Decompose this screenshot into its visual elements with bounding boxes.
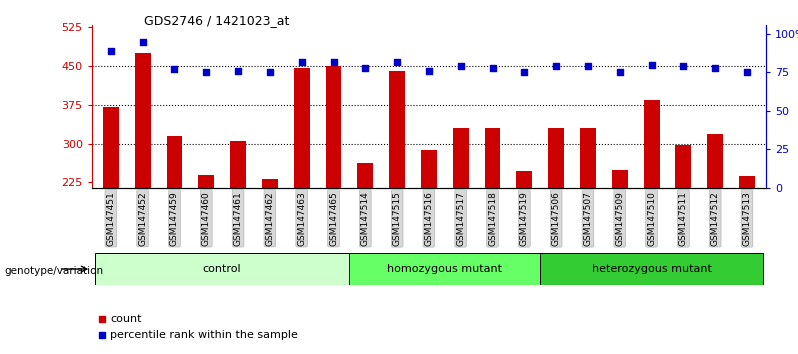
Point — [582, 63, 595, 69]
Bar — [294, 68, 310, 188]
Text: GSM147465: GSM147465 — [329, 191, 338, 246]
Text: GSM147516: GSM147516 — [425, 191, 433, 246]
Text: GSM147460: GSM147460 — [202, 191, 211, 246]
Point — [741, 70, 753, 75]
Text: GSM147510: GSM147510 — [647, 191, 656, 246]
Text: GSM147461: GSM147461 — [234, 191, 243, 246]
Point — [263, 70, 276, 75]
Point — [486, 65, 499, 71]
Bar — [612, 170, 628, 188]
Bar — [739, 176, 755, 188]
Bar — [452, 128, 468, 188]
Point — [646, 62, 658, 68]
Point — [454, 63, 467, 69]
Text: GSM147462: GSM147462 — [266, 191, 275, 246]
Bar — [484, 128, 500, 188]
Bar — [540, 253, 763, 285]
Point — [231, 68, 244, 74]
Text: percentile rank within the sample: percentile rank within the sample — [110, 330, 298, 339]
Text: GDS2746 / 1421023_at: GDS2746 / 1421023_at — [144, 14, 289, 27]
Text: GSM147518: GSM147518 — [488, 191, 497, 246]
Text: GSM147507: GSM147507 — [583, 191, 592, 246]
Text: GSM147459: GSM147459 — [170, 191, 179, 246]
Bar — [135, 53, 151, 188]
Point — [96, 332, 109, 337]
Bar — [326, 66, 342, 188]
Point — [614, 70, 626, 75]
Point — [168, 67, 181, 72]
Bar — [199, 175, 214, 188]
Point — [709, 65, 721, 71]
Text: GSM147451: GSM147451 — [106, 191, 116, 246]
Text: GSM147463: GSM147463 — [297, 191, 306, 246]
Point — [96, 316, 109, 321]
Text: GSM147512: GSM147512 — [711, 191, 720, 246]
Text: GSM147514: GSM147514 — [361, 191, 369, 246]
Point — [105, 48, 117, 54]
Text: GSM147452: GSM147452 — [138, 191, 147, 246]
Point — [327, 59, 340, 64]
Bar — [350, 253, 540, 285]
Text: homozygous mutant: homozygous mutant — [387, 264, 502, 274]
Bar — [95, 253, 350, 285]
Point — [422, 68, 435, 74]
Text: GSM147515: GSM147515 — [393, 191, 401, 246]
Text: control: control — [203, 264, 242, 274]
Bar — [675, 145, 691, 188]
Point — [359, 65, 372, 71]
Point — [677, 63, 689, 69]
Bar — [167, 136, 183, 188]
Text: GSM147517: GSM147517 — [456, 191, 465, 246]
Text: GSM147519: GSM147519 — [519, 191, 529, 246]
Bar — [707, 135, 723, 188]
Text: count: count — [110, 314, 141, 324]
Text: heterozygous mutant: heterozygous mutant — [591, 264, 712, 274]
Point — [295, 59, 308, 64]
Text: GSM147506: GSM147506 — [551, 191, 561, 246]
Bar — [389, 71, 405, 188]
Bar — [580, 128, 596, 188]
Bar — [548, 128, 564, 188]
Text: genotype/variation: genotype/variation — [4, 266, 103, 276]
Text: GSM147511: GSM147511 — [679, 191, 688, 246]
Text: GSM147509: GSM147509 — [615, 191, 624, 246]
Point — [518, 70, 531, 75]
Bar — [644, 100, 659, 188]
Bar — [230, 141, 246, 188]
Text: GSM147513: GSM147513 — [742, 191, 752, 246]
Bar — [103, 108, 119, 188]
Point — [200, 70, 212, 75]
Bar — [262, 179, 278, 188]
Point — [136, 39, 149, 45]
Bar — [358, 163, 373, 188]
Point — [550, 63, 563, 69]
Point — [391, 59, 404, 64]
Bar — [516, 171, 532, 188]
Bar — [421, 150, 437, 188]
